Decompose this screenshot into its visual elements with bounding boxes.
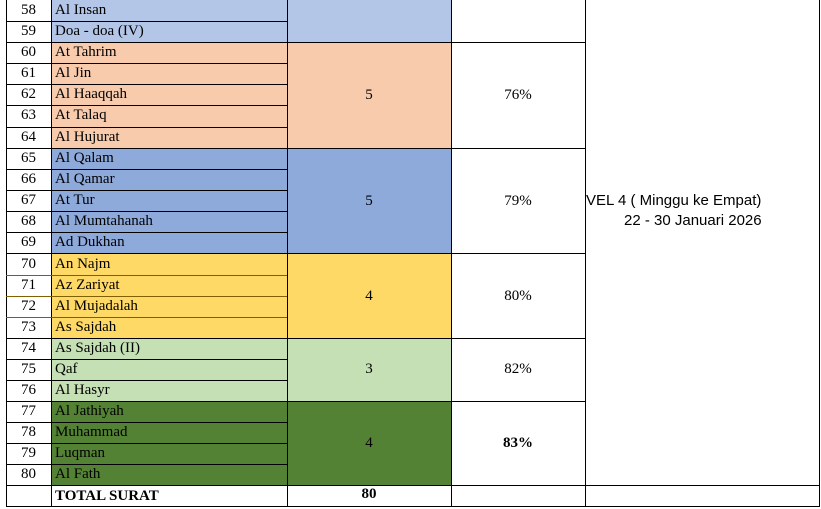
row-number: 65 xyxy=(21,150,36,166)
group-count: 3 xyxy=(365,361,373,377)
grid-line xyxy=(6,190,287,191)
surah-name: As Sajdah xyxy=(55,319,117,335)
group-percent: 79% xyxy=(504,192,532,209)
group-count: 5 xyxy=(365,86,373,103)
surah-name: At Tur xyxy=(55,192,95,208)
grid-line xyxy=(6,148,585,149)
grid-line xyxy=(585,0,586,507)
row-number: 74 xyxy=(21,340,36,356)
surah-name: At Tahrim xyxy=(55,44,117,60)
surah-name: Muhammad xyxy=(55,424,128,440)
group-count: 4 xyxy=(365,435,373,451)
grid-line xyxy=(6,275,287,276)
surah-name: Luqman xyxy=(55,445,105,461)
grid-line xyxy=(6,42,585,43)
grid-line xyxy=(6,253,585,254)
group-percent: 83% xyxy=(503,435,533,451)
surah-name: Al Fath xyxy=(55,466,101,482)
row-number: 70 xyxy=(21,256,36,272)
grid-line xyxy=(6,485,820,486)
grid-line xyxy=(6,63,287,64)
row-number: 64 xyxy=(21,129,36,145)
group-percent: 80% xyxy=(504,287,532,304)
surah-name: Al Jathiyah xyxy=(55,403,124,419)
grid-line xyxy=(6,506,820,507)
grid-line xyxy=(6,169,287,170)
surah-name: At Talaq xyxy=(55,107,107,123)
grid-line xyxy=(6,380,287,381)
surah-name: Ad Dukhan xyxy=(55,234,125,250)
surah-name: Al Hujurat xyxy=(55,129,120,145)
surah-name: Al Mujadalah xyxy=(55,298,138,314)
row-number: 58 xyxy=(21,2,36,18)
row-number: 68 xyxy=(21,213,36,229)
group-bg-peach xyxy=(51,42,451,148)
grid-line xyxy=(6,359,287,360)
row-number: 75 xyxy=(21,361,36,377)
grid-line xyxy=(6,464,287,465)
surah-name: Al Qalam xyxy=(55,150,114,166)
grid-line xyxy=(6,338,585,339)
row-number: 69 xyxy=(21,234,36,250)
grid-line xyxy=(6,211,287,212)
group-bg-green-light xyxy=(51,338,451,401)
group-count: 5 xyxy=(365,192,373,209)
level-label: VEL 4 ( Minggu ke Empat) xyxy=(586,192,762,209)
level-date: 22 - 30 Januari 2026 xyxy=(624,212,762,229)
row-number: 62 xyxy=(21,86,36,102)
row-number: 60 xyxy=(21,44,36,60)
surah-name: Al Jin xyxy=(55,65,92,81)
row-number: 71 xyxy=(21,277,36,293)
grid-line xyxy=(6,296,287,297)
surah-name: Az Zariyat xyxy=(55,277,120,293)
row-number: 72 xyxy=(21,298,36,314)
row-number: 76 xyxy=(21,382,36,398)
surah-name: Qaf xyxy=(55,361,78,377)
surah-name: Al Insan xyxy=(55,2,107,18)
row-number: 79 xyxy=(21,445,36,461)
grid-line xyxy=(6,127,287,128)
row-number: 61 xyxy=(21,65,36,81)
row-number: 80 xyxy=(21,466,36,482)
surah-name: Al Qamar xyxy=(55,171,115,187)
row-number: 77 xyxy=(21,403,36,419)
row-number: 78 xyxy=(21,424,36,440)
grid-line xyxy=(6,232,287,233)
surah-name: Al Mumtahanah xyxy=(55,213,153,229)
row-number: 73 xyxy=(21,319,36,335)
grid-line xyxy=(6,443,287,444)
row-number: 63 xyxy=(21,107,36,123)
surah-name: Al Hasyr xyxy=(55,382,110,398)
group-count: 4 xyxy=(365,287,373,304)
row-number: 66 xyxy=(21,171,36,187)
grid-line xyxy=(819,0,820,507)
group-percent: 82% xyxy=(504,361,532,377)
grid-line xyxy=(6,84,287,85)
grid-line xyxy=(6,422,287,423)
total-label: TOTAL SURAT xyxy=(55,488,159,504)
grid-line xyxy=(6,105,287,106)
surah-name: As Sajdah (II) xyxy=(55,340,140,356)
surah-name: Al Haaqqah xyxy=(55,86,128,102)
grid-line xyxy=(6,21,287,22)
row-number: 59 xyxy=(21,23,36,39)
grid-line xyxy=(6,317,287,318)
row-number: 67 xyxy=(21,192,36,208)
grid-line xyxy=(6,401,585,402)
surah-name: An Najm xyxy=(55,256,111,272)
group-bg-blue xyxy=(51,148,451,254)
total-value: 80 xyxy=(361,486,377,502)
group-percent: 76% xyxy=(504,86,532,103)
surah-name: Doa - doa (IV) xyxy=(55,23,144,39)
